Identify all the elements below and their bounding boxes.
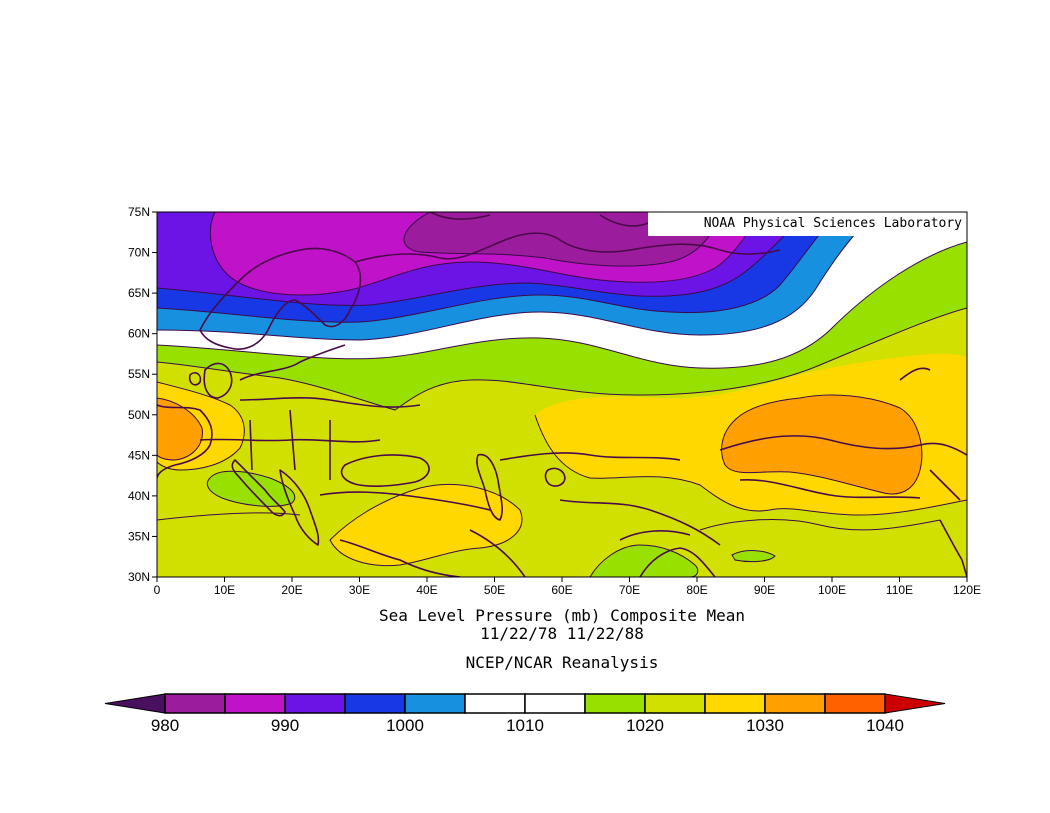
lon-tick-label: 80E: [686, 583, 707, 597]
band-1030-1035-mongolia: [721, 395, 922, 494]
colorbar-swatch: [464, 693, 526, 714]
lat-tick-label: 65N: [128, 286, 150, 300]
lat-tick-label: 60N: [128, 327, 150, 341]
lat-tick-label: 75N: [128, 205, 150, 219]
colorbar-swatch: [704, 693, 766, 714]
colorbar: 980 990 1000 1010 1020 1030 1040: [104, 693, 946, 735]
colorbar-label: 1020: [626, 716, 664, 735]
lat-tick-label: 45N: [128, 448, 150, 462]
pressure-map: [157, 212, 967, 577]
lon-tick-label: 50E: [484, 583, 505, 597]
colorbar-max-arrow: [884, 693, 946, 714]
colorbar-swatch: [224, 693, 286, 714]
lat-tick-label: 35N: [128, 529, 150, 543]
lon-tick-label: 100E: [818, 583, 846, 597]
lon-tick-label: 0: [154, 583, 161, 597]
colorbar-swatch: [824, 693, 886, 714]
credit-box: [648, 212, 967, 236]
lat-tick-label: 70N: [128, 246, 150, 260]
colorbar-label: 1030: [746, 716, 784, 735]
lon-tick-label: 90E: [754, 583, 775, 597]
lon-tick-label: 40E: [416, 583, 437, 597]
latitude-axis: 75N 70N 65N 60N 55N 50N 45N 40N 35N 30N: [128, 205, 157, 584]
credit-label: NOAA Physical Sciences Laboratory: [704, 216, 962, 231]
colorbar-swatch: [164, 693, 226, 714]
lat-tick-label: 50N: [128, 408, 150, 422]
map-source: NCEP/NCAR Reanalysis: [466, 653, 659, 672]
colorbar-label: 1040: [866, 716, 904, 735]
colorbar-swatch: [524, 693, 586, 714]
lon-tick-label: 110E: [886, 583, 913, 597]
lon-tick-label: 70E: [619, 583, 640, 597]
colorbar-swatch: [764, 693, 826, 714]
lon-tick-label: 20E: [281, 583, 302, 597]
band-1015-1020-bay: [732, 550, 775, 562]
colorbar-label: 990: [271, 716, 299, 735]
map-dates: 11/22/78 11/22/88: [480, 624, 644, 643]
colorbar-swatch: [404, 693, 466, 714]
map-title: Sea Level Pressure (mb) Composite Mean: [379, 606, 745, 625]
colorbar-min-arrow: [104, 693, 166, 714]
lat-tick-label: 40N: [128, 489, 150, 503]
isobar-lines: [157, 212, 967, 577]
colorbar-label: 980: [151, 716, 179, 735]
coastlines: [157, 212, 967, 577]
lon-tick-label: 30E: [349, 583, 370, 597]
colorbar-swatch: [644, 693, 706, 714]
lat-tick-label: 30N: [128, 570, 150, 584]
lon-tick-label: 120E: [953, 583, 981, 597]
band-1025-1030-tarim: [935, 397, 967, 440]
colorbar-swatch: [344, 693, 406, 714]
longitude-axis: 0 10E 20E 30E 40E 50E 60E 70E 80E 90E 100E 110E 120E: [154, 577, 981, 597]
colorbar-swatch: [284, 693, 346, 714]
lat-tick-label: 55N: [128, 367, 150, 381]
band-1015-1020-italy: [207, 471, 295, 507]
lon-tick-label: 10E: [214, 583, 235, 597]
colorbar-swatch: [584, 693, 646, 714]
lon-tick-label: 60E: [551, 583, 572, 597]
band-1025-1030-blacksea: [330, 484, 522, 566]
band-1015-1020-india: [590, 545, 698, 577]
colorbar-label: 1010: [506, 716, 544, 735]
colorbar-label: 1000: [386, 716, 424, 735]
